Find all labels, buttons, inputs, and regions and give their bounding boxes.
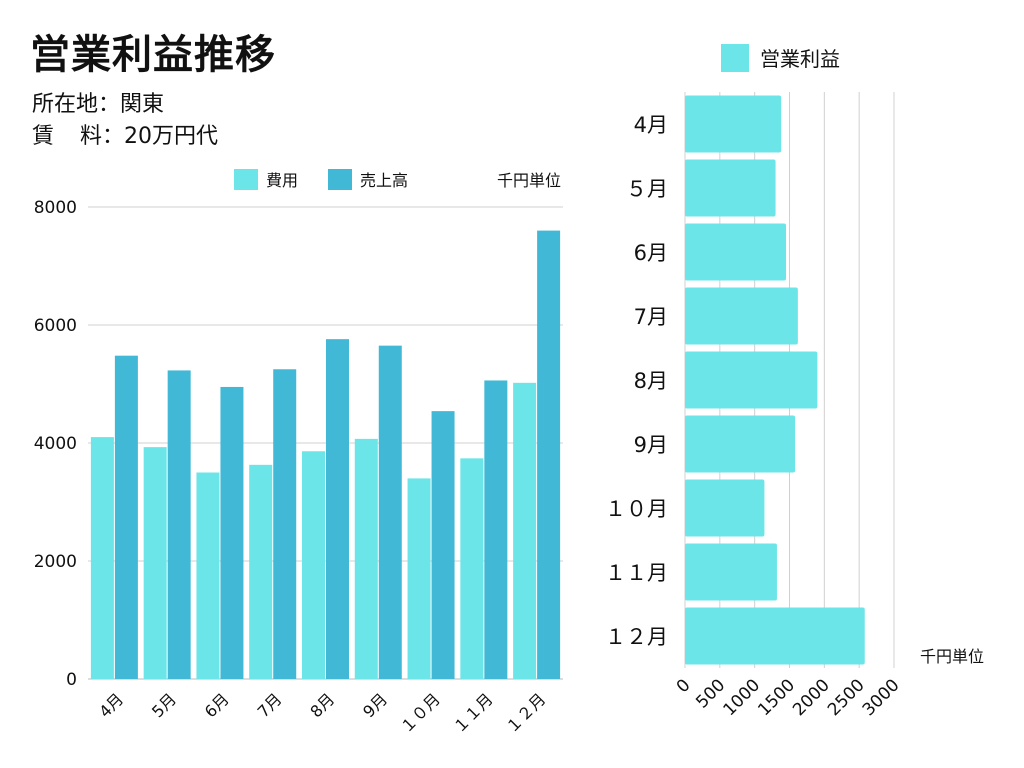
x-tick-label: 9月	[359, 689, 391, 721]
x-tick-label: 7月	[254, 689, 286, 721]
y-tick-label: 6月	[634, 241, 668, 265]
rent-value: 20万円代	[124, 124, 219, 149]
y-tick-label: 8月	[634, 369, 668, 393]
profit-bar-6	[685, 415, 796, 473]
rent-label-a: 賃	[32, 124, 55, 149]
sales-bar-6	[378, 345, 402, 679]
location-line: 所在地：関東	[32, 86, 164, 118]
x-tick-label: １２月	[502, 689, 549, 736]
cost-bar-2	[143, 447, 167, 679]
sales-bar-2	[167, 370, 191, 679]
cost-bar-3	[196, 472, 220, 679]
y-tick-label: 2000	[34, 552, 77, 572]
y-tick-label: １１月	[605, 561, 668, 585]
legend-swatch-cost	[234, 169, 258, 190]
x-tick-label: 6月	[201, 689, 233, 721]
y-tick-label: １０月	[605, 497, 668, 521]
unit-label-left: 千円単位	[497, 171, 561, 190]
profit-bar-1	[685, 95, 782, 153]
x-tick-label: 4月	[95, 689, 127, 721]
y-tick-label: １２月	[605, 625, 668, 649]
x-tick-label: 2500	[824, 675, 869, 720]
cost-bar-5	[302, 451, 325, 679]
location-separator: ：	[98, 92, 121, 117]
y-tick-label: ５月	[626, 177, 668, 201]
y-tick-label: 4000	[34, 434, 77, 454]
rent-label-b: 料	[80, 124, 103, 149]
sales-bar-8	[484, 380, 508, 679]
y-tick-label: 4月	[634, 113, 668, 137]
legend-label-profit: 営業利益	[760, 47, 840, 71]
x-tick-label: 2000	[789, 675, 834, 720]
cost-bar-1	[90, 437, 114, 679]
profit-bar-2	[685, 159, 776, 217]
y-tick-label: 0	[66, 670, 77, 690]
y-tick-label: 9月	[634, 433, 668, 457]
x-tick-label: 1000	[719, 675, 764, 720]
x-tick-label: １１月	[449, 689, 496, 736]
sales-bar-3	[220, 386, 244, 679]
sales-bar-5	[326, 339, 349, 679]
cost-bar-7	[407, 478, 431, 679]
x-tick-label: 1500	[754, 675, 799, 720]
sales-bar-7	[431, 411, 455, 679]
sales-bar-1	[114, 355, 138, 679]
x-tick-label: 0	[673, 675, 695, 697]
profit-horizontal-bar-chart: 0500100015002000250030004月５月6月7月8月9月１０月１…	[605, 44, 984, 720]
cost-bar-8	[460, 458, 484, 679]
legend-swatch-sales	[328, 169, 352, 190]
profit-bar-5	[685, 351, 818, 409]
cost-bar-4	[249, 464, 273, 679]
profit-bar-4	[685, 287, 798, 345]
cost-bar-9	[513, 382, 537, 679]
unit-label-right: 千円単位	[920, 647, 984, 666]
rent-line: 賃料：20万円代	[32, 118, 218, 150]
page-title: 営業利益推移	[30, 32, 276, 78]
x-tick-label: 3000	[859, 675, 904, 720]
y-tick-label: 8000	[34, 198, 77, 218]
profit-bar-3	[685, 223, 787, 281]
cost-sales-bar-chart: 0 2000 4000 6000 8000 4月 5月 6月 7月 8月 9月 １０月 １１月 １２月 費用…	[34, 169, 563, 737]
rent-separator: ：	[102, 124, 125, 149]
sales-bar-4	[273, 369, 297, 679]
profit-bar-7	[685, 479, 765, 537]
legend-label-sales: 売上高	[360, 171, 408, 190]
profit-bar-8	[685, 543, 777, 601]
location-value: 関東	[120, 92, 165, 117]
x-tick-label: １０月	[396, 689, 443, 736]
y-tick-label: 7月	[634, 305, 668, 329]
profit-bar-9	[685, 607, 865, 665]
x-tick-label: 8月	[306, 689, 338, 721]
sales-bar-9	[537, 230, 561, 679]
legend-label-cost: 費用	[266, 171, 298, 190]
cost-bar-6	[354, 438, 378, 679]
legend-swatch-profit	[721, 44, 749, 72]
y-tick-label: 6000	[34, 316, 77, 336]
x-tick-label: 5月	[148, 689, 180, 721]
location-label: 所在地	[32, 92, 99, 117]
